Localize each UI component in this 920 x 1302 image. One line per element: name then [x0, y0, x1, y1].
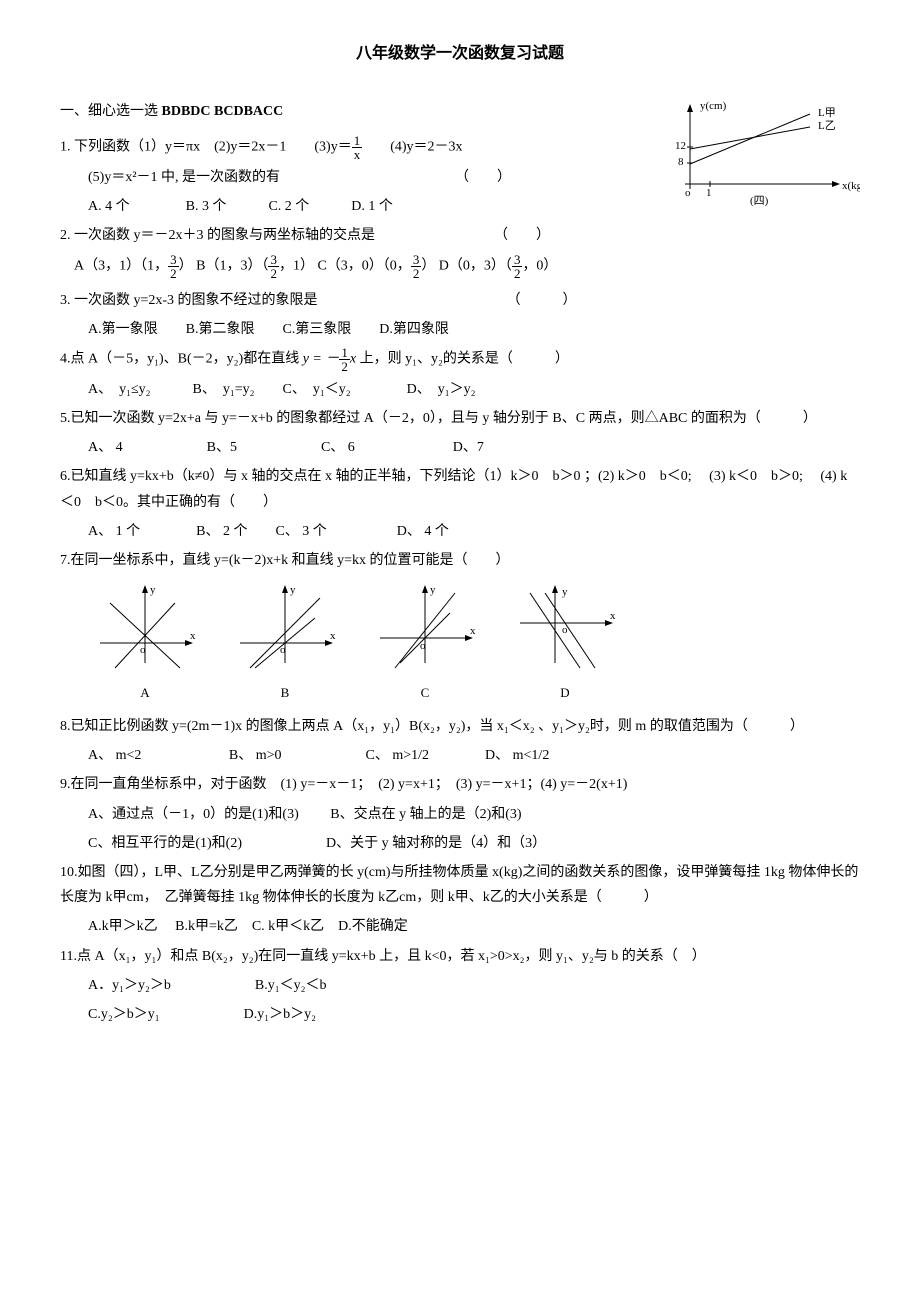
- spring-chart: L甲 L乙 12 8 y(cm) x(kg) o 1 (四): [660, 99, 860, 218]
- question-3: 3. 一次函数 y=2x-3 的图象不经过的象限是 （ ）: [60, 288, 860, 313]
- question-11-options-a: A．y₁＞y₂＞b B.y₁＜y₂＜b: [60, 973, 860, 998]
- ylabel: y(cm): [700, 100, 727, 112]
- question-6-options: A、 1 个 B、 2 个 C、 3 个 D、 4 个: [60, 519, 860, 544]
- question-7: 7.在同一坐标系中，直线 y=(k－2)x+k 和直线 y=kx 的位置可能是（…: [60, 548, 860, 573]
- xlabel: x(kg): [842, 180, 860, 192]
- svg-text:x: x: [610, 610, 616, 622]
- question-10-options: A.k甲＞k乙 B.k甲=k乙 C. k甲＜k乙 D.不能确定: [60, 914, 860, 939]
- question-9-options-a: A、通过点（－1，0）的是(1)和(3) B、交点在 y 轴上的是（2)和(3): [60, 802, 860, 827]
- svg-text:y: y: [290, 584, 296, 596]
- question-9: 9.在同一直角坐标系中，对于函数 (1) y=－x－1； (2) y=x+1； …: [60, 772, 860, 797]
- question-5-options: A、 4 B、5 C、 6 D、7: [60, 435, 860, 460]
- question-8-options: A、 m<2 B、 m>0 C、 m>1/2 D、 m<1/2: [60, 743, 860, 768]
- svg-text:y: y: [562, 586, 568, 598]
- question-5: 5.已知一次函数 y=2x+a 与 y=－x+b 的图象都经过 A（－2，0），…: [60, 406, 860, 431]
- ytick-8: 8: [678, 156, 684, 168]
- question-4-options: A、 y₁≤y₂ B、 y₁=y₂ C、 y₁＜y₂ D、 y₁＞y₂: [60, 377, 860, 402]
- question-4: 4.点 A（－5，y₁)、B(－2，y₂)都在直线 y = －12x 上，则 y…: [60, 346, 860, 373]
- answer-key: BDBDC BCDBACC: [162, 104, 284, 119]
- graph-a: o y x A: [90, 583, 200, 704]
- graph-b: o y x B: [230, 583, 340, 704]
- svg-text:x: x: [470, 625, 476, 637]
- l2-label: L乙: [818, 119, 836, 132]
- question-3-options: A.第一象限 B.第二象限 C.第三象限 D.第四象限: [60, 317, 860, 342]
- question-2-options: A（3，1）（1，32） B（1，3）（32，1） C（3，0）（0，32） D…: [60, 253, 860, 280]
- question-8: 8.已知正比例函数 y=(2m－1)x 的图像上两点 A（x₁，y₁）B(x₂，…: [60, 714, 860, 739]
- q7-graphs: o y x A o y x B o y x: [90, 583, 860, 704]
- svg-text:x: x: [330, 630, 336, 642]
- origin: o: [685, 187, 691, 199]
- svg-text:o: o: [140, 644, 146, 656]
- svg-text:y: y: [430, 584, 436, 596]
- l1-label: L甲: [818, 107, 836, 119]
- graph-d: o y x D: [510, 583, 620, 704]
- chart-caption: (四): [750, 195, 769, 207]
- svg-text:x: x: [190, 630, 196, 642]
- graph-c: o y x C: [370, 583, 480, 704]
- question-11: 11.点 A（x₁，y₁）和点 B(x₂，y₂)在同一直线 y=kx+b 上，且…: [60, 944, 860, 969]
- question-10: 10.如图（四），L甲、L乙分别是甲乙两弹簧的长 y(cm)与所挂物体质量 x(…: [60, 860, 860, 910]
- question-2: 2. 一次函数 y＝－2x＋3 的图象与两坐标轴的交点是 （ ）: [60, 223, 860, 248]
- question-11-options-c: C.y₂＞b＞y₁ D.y₁＞b＞y₂: [60, 1002, 860, 1027]
- ytick-12: 12: [675, 140, 686, 152]
- question-9-options-c: C、相互平行的是(1)和(2) D、关于 y 轴对称的是（4）和（3）: [60, 831, 860, 856]
- page-title: 八年级数学一次函数复习试题: [60, 40, 860, 69]
- svg-text:y: y: [150, 584, 156, 596]
- question-6: 6.已知直线 y=kx+b（k≠0）与 x 轴的交点在 x 轴的正半轴，下列结论…: [60, 464, 860, 514]
- xtick-1: 1: [706, 187, 712, 199]
